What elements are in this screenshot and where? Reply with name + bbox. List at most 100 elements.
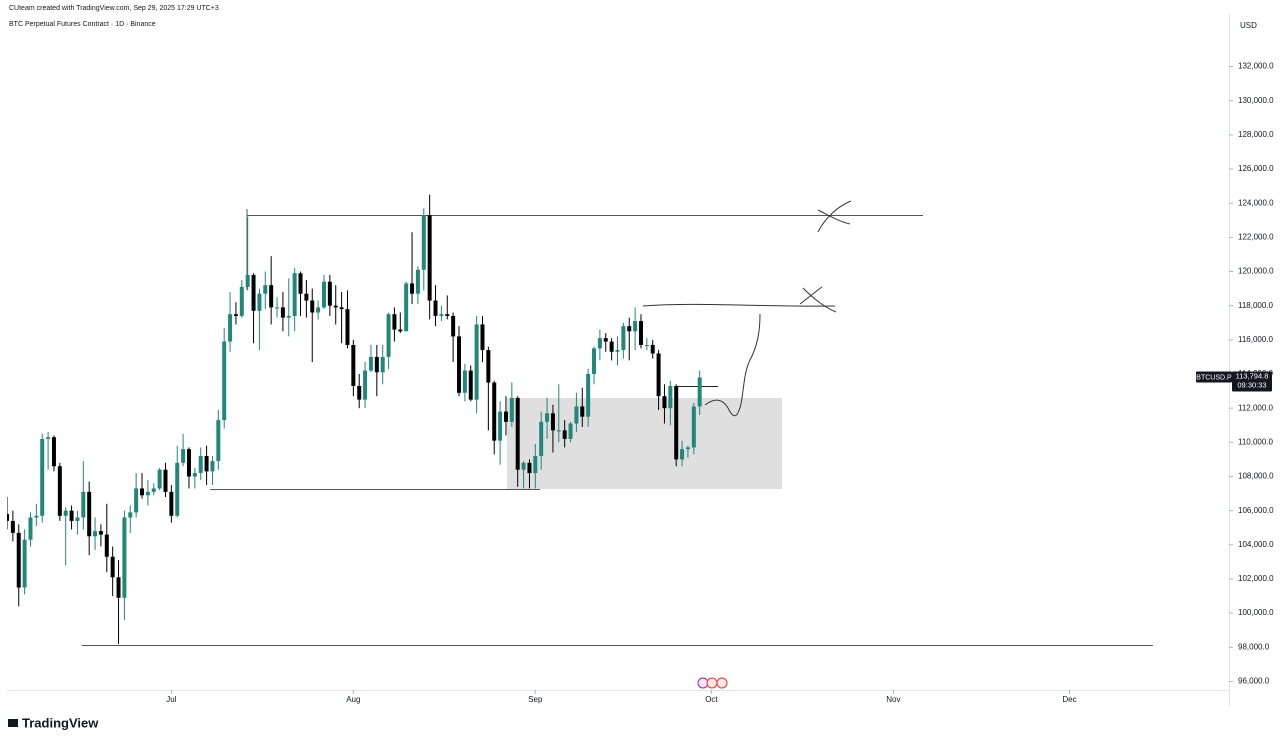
candles	[7, 194, 702, 644]
candle-body	[533, 455, 538, 474]
candle-body	[580, 406, 585, 417]
candle-body	[697, 377, 702, 407]
candle-body	[40, 438, 45, 516]
candle-body	[427, 215, 432, 301]
candle-body	[668, 385, 673, 409]
candle-body	[316, 307, 321, 313]
candle-body	[257, 293, 262, 311]
candle-body	[275, 307, 280, 309]
candle-body	[310, 300, 315, 313]
candle-body	[644, 344, 649, 346]
sketch-path	[704, 313, 761, 417]
candle-body	[134, 488, 139, 513]
sketch-x	[799, 286, 837, 313]
y-tick-label: 108,000.0	[1238, 472, 1274, 481]
candle-body	[233, 314, 238, 316]
event-icon[interactable]	[716, 677, 728, 689]
countdown-text: 09:30:33	[1237, 380, 1266, 389]
x-tick-label: Oct	[705, 695, 718, 704]
candle-body	[145, 491, 150, 496]
candle-body	[87, 491, 92, 537]
y-tick-label: 100,000.0	[1238, 608, 1274, 617]
candle-body	[656, 353, 661, 397]
candle-body	[421, 215, 426, 270]
candle-body	[122, 517, 127, 598]
candle-body	[351, 344, 356, 386]
price-tag	[1232, 371, 1272, 392]
candle-body	[10, 520, 15, 533]
candle-body	[462, 370, 467, 393]
logo-text: TradingView	[22, 715, 99, 730]
candle-body	[245, 274, 250, 287]
y-tick-label: 98,000.0	[1238, 642, 1270, 651]
symbol-tag	[1196, 371, 1232, 383]
candle-body	[363, 370, 368, 400]
candle-body	[685, 447, 690, 450]
candle-body	[140, 488, 145, 496]
candle-body	[627, 326, 632, 332]
y-tick-label: 104,000.0	[1238, 540, 1274, 549]
candle-body	[574, 406, 579, 424]
candle-body	[568, 423, 573, 439]
x-tick-label: Sep	[528, 695, 543, 704]
candle-body	[339, 307, 344, 310]
candle-body	[368, 356, 373, 371]
candle-body	[674, 385, 679, 460]
candle-body	[222, 341, 227, 421]
logo-mark	[8, 719, 18, 727]
event-icon[interactable]	[706, 677, 718, 689]
candle-body	[163, 469, 168, 492]
candle-body	[357, 385, 362, 400]
candle-body	[16, 532, 21, 588]
candle-body	[410, 283, 415, 294]
credit: CUteam created with TradingView.com, Sep…	[9, 5, 219, 12]
candle-body	[609, 341, 614, 352]
candle-body	[104, 534, 109, 557]
candle-body	[386, 314, 391, 357]
y-tick-label: 128,000.0	[1238, 130, 1274, 139]
candle-body	[468, 370, 473, 400]
candle-body	[75, 517, 80, 521]
candle-body	[398, 329, 403, 332]
y-tick-label: 118,000.0	[1238, 301, 1274, 310]
candle-body	[280, 307, 285, 318]
candle-body	[691, 406, 696, 448]
candle-body	[509, 397, 514, 422]
candle-body	[157, 469, 162, 489]
candle-body	[527, 462, 532, 474]
candle-body	[445, 314, 450, 316]
candle-body	[492, 382, 497, 441]
x-tick-label: Dec	[1062, 695, 1076, 704]
candle-body	[116, 577, 121, 598]
candle-body	[638, 321, 643, 345]
range-box	[507, 398, 782, 489]
price-tag-text: 113,794.8	[1236, 371, 1269, 380]
candle-body	[556, 430, 561, 432]
y-tick-label: 132,000.0	[1238, 62, 1274, 71]
candle-body	[439, 314, 444, 316]
y-tick-label: 120,000.0	[1238, 267, 1274, 276]
candle-body	[263, 285, 268, 294]
y-tick-label: 102,000.0	[1238, 574, 1274, 583]
candle-body	[345, 309, 350, 345]
candle-body	[251, 274, 256, 311]
candle-body	[151, 488, 156, 492]
candle-body	[498, 411, 503, 441]
candle-body	[550, 413, 555, 431]
candle-body	[81, 491, 86, 518]
candle-body	[680, 449, 685, 460]
candle-body	[503, 411, 508, 422]
currency: USD	[1240, 21, 1257, 30]
y-tick-label: 122,000.0	[1238, 232, 1274, 241]
candle-body	[210, 461, 215, 472]
candle-body	[228, 314, 233, 342]
candle-body	[327, 281, 332, 306]
logo: TradingView	[8, 715, 99, 730]
candle-body	[63, 510, 68, 516]
candle-body	[175, 462, 180, 516]
candle-body	[633, 321, 638, 332]
candle-body	[169, 491, 174, 516]
candle-body	[592, 348, 597, 374]
x-tick-label: Aug	[346, 695, 360, 704]
